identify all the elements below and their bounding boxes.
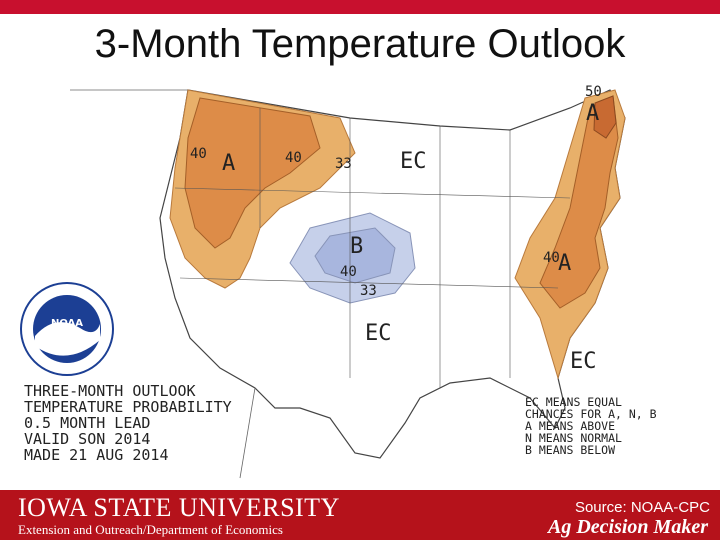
- label-west-33: 33: [335, 156, 352, 172]
- legend-right-line-2: CHANCES FOR A, N, B: [525, 407, 657, 421]
- outlook-map-svg: 40 A 40 33 EC B 40 33 EC EC 40 A 50 A NO…: [20, 84, 657, 479]
- legend-right-line-4: N MEANS NORMAL: [525, 431, 622, 445]
- legend-right-line-3: A MEANS ABOVE: [525, 419, 615, 433]
- label-central-B: B: [350, 234, 363, 259]
- label-ec-south: EC: [365, 321, 392, 346]
- legend-left-line-4: VALID SON 2014: [24, 430, 150, 448]
- label-west-40-left: 40: [190, 146, 207, 162]
- legend-left: THREE-MONTH OUTLOOK TEMPERATURE PROBABIL…: [24, 382, 232, 464]
- label-northeast-A: A: [586, 101, 599, 126]
- noaa-logo-text: NOAA: [51, 318, 83, 329]
- source-credit: Source: NOAA-CPC: [574, 499, 710, 516]
- mexico-border: [239, 387, 256, 479]
- slide-title: 3-Month Temperature Outlook: [94, 22, 626, 66]
- label-ec-southeast: EC: [570, 349, 597, 374]
- legend-left-line-5: MADE 21 AUG 2014: [24, 446, 169, 464]
- outlook-map: 40 A 40 33 EC B 40 33 EC EC 40 A 50 A NO…: [10, 78, 702, 480]
- label-west-A: A: [222, 151, 235, 176]
- central-below-40: [314, 227, 396, 284]
- legend-right-line-1: EC MEANS EQUAL: [525, 395, 622, 409]
- legend-left-line-2: TEMPERATURE PROBABILITY: [24, 398, 232, 416]
- brand-name: Ag Decision Maker: [548, 516, 708, 538]
- label-central-33: 33: [360, 283, 377, 299]
- label-west-40-right: 40: [285, 150, 302, 166]
- northeast-above-50: [593, 95, 617, 139]
- legend-left-line-1: THREE-MONTH OUTLOOK: [24, 382, 196, 400]
- label-northeast-50: 50: [585, 84, 602, 100]
- legend-right-line-5: B MEANS BELOW: [525, 443, 615, 457]
- department-name: Extension and Outreach/Department of Eco…: [18, 522, 283, 537]
- label-ec-north: EC: [400, 149, 427, 174]
- legend-left-line-3: 0.5 MONTH LEAD: [24, 414, 150, 432]
- label-east-A: A: [558, 251, 571, 276]
- top-accent-bar: [0, 0, 720, 14]
- legend-right: EC MEANS EQUAL CHANCES FOR A, N, B A MEA…: [525, 395, 657, 457]
- west-above-40: [184, 97, 321, 249]
- university-name: IOWA STATE UNIVERSITY: [18, 493, 340, 522]
- label-central-40: 40: [340, 264, 357, 280]
- footer-bar: IOWA STATE UNIVERSITY Extension and Outr…: [0, 490, 720, 540]
- state-lines: [174, 108, 571, 388]
- east-above-40: [539, 95, 619, 309]
- label-east-40: 40: [543, 250, 560, 266]
- noaa-logo: NOAA: [20, 282, 114, 376]
